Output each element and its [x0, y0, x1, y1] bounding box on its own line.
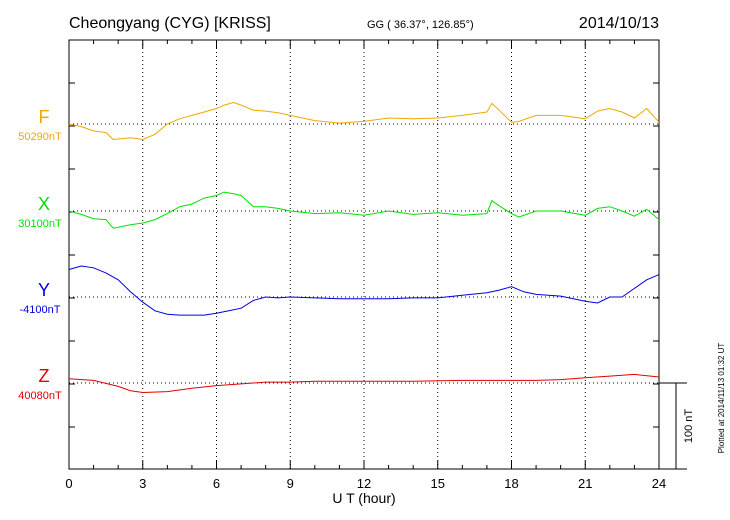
series-baseline-f: 50290nT — [18, 131, 62, 143]
station-title: Cheongyang (CYG) [KRISS] — [69, 15, 271, 32]
series-line-z — [68, 373, 660, 394]
series-line-y — [68, 265, 660, 316]
x-tick-label: 24 — [652, 476, 666, 491]
series-name-x: X — [38, 194, 50, 214]
x-tick-label: 0 — [65, 476, 72, 491]
series-baseline-y: -4100nT — [20, 304, 61, 316]
x-tick-label: 3 — [139, 476, 146, 491]
label-layer: F 50290nT X 30100nT Y -4100nT Z 40080nT — [18, 107, 62, 402]
series-name-y: Y — [38, 280, 50, 300]
series-line-f — [68, 101, 660, 141]
x-tick-label: 9 — [287, 476, 294, 491]
series-name-z: Z — [39, 366, 50, 386]
x-tick-label: 18 — [504, 476, 518, 491]
x-tick-label: 6 — [213, 476, 220, 491]
tick-layer: 0 3 6 9 12 15 18 21 24 — [65, 40, 666, 491]
coordinates-label: GG ( 36.37°, 126.85°) — [367, 19, 474, 31]
series-baseline-z: 40080nT — [18, 390, 62, 402]
x-axis-label: U T (hour) — [332, 490, 395, 506]
series-line-x — [68, 191, 660, 229]
x-tick-label: 21 — [578, 476, 592, 491]
x-tick-label: 12 — [357, 476, 371, 491]
series-name-f: F — [39, 107, 50, 127]
date-label: 2014/10/13 — [579, 15, 659, 32]
scale-bar-label: 100 nT — [683, 409, 695, 444]
plotted-at-note: Plotted at 2014/11/13 01:32 UT — [717, 343, 726, 454]
scale-bar: 100 nT — [659, 382, 695, 470]
x-tick-label: 15 — [431, 476, 445, 491]
series-baseline-x: 30100nT — [18, 218, 62, 230]
series-layer — [68, 101, 660, 394]
grid-layer — [69, 40, 659, 469]
